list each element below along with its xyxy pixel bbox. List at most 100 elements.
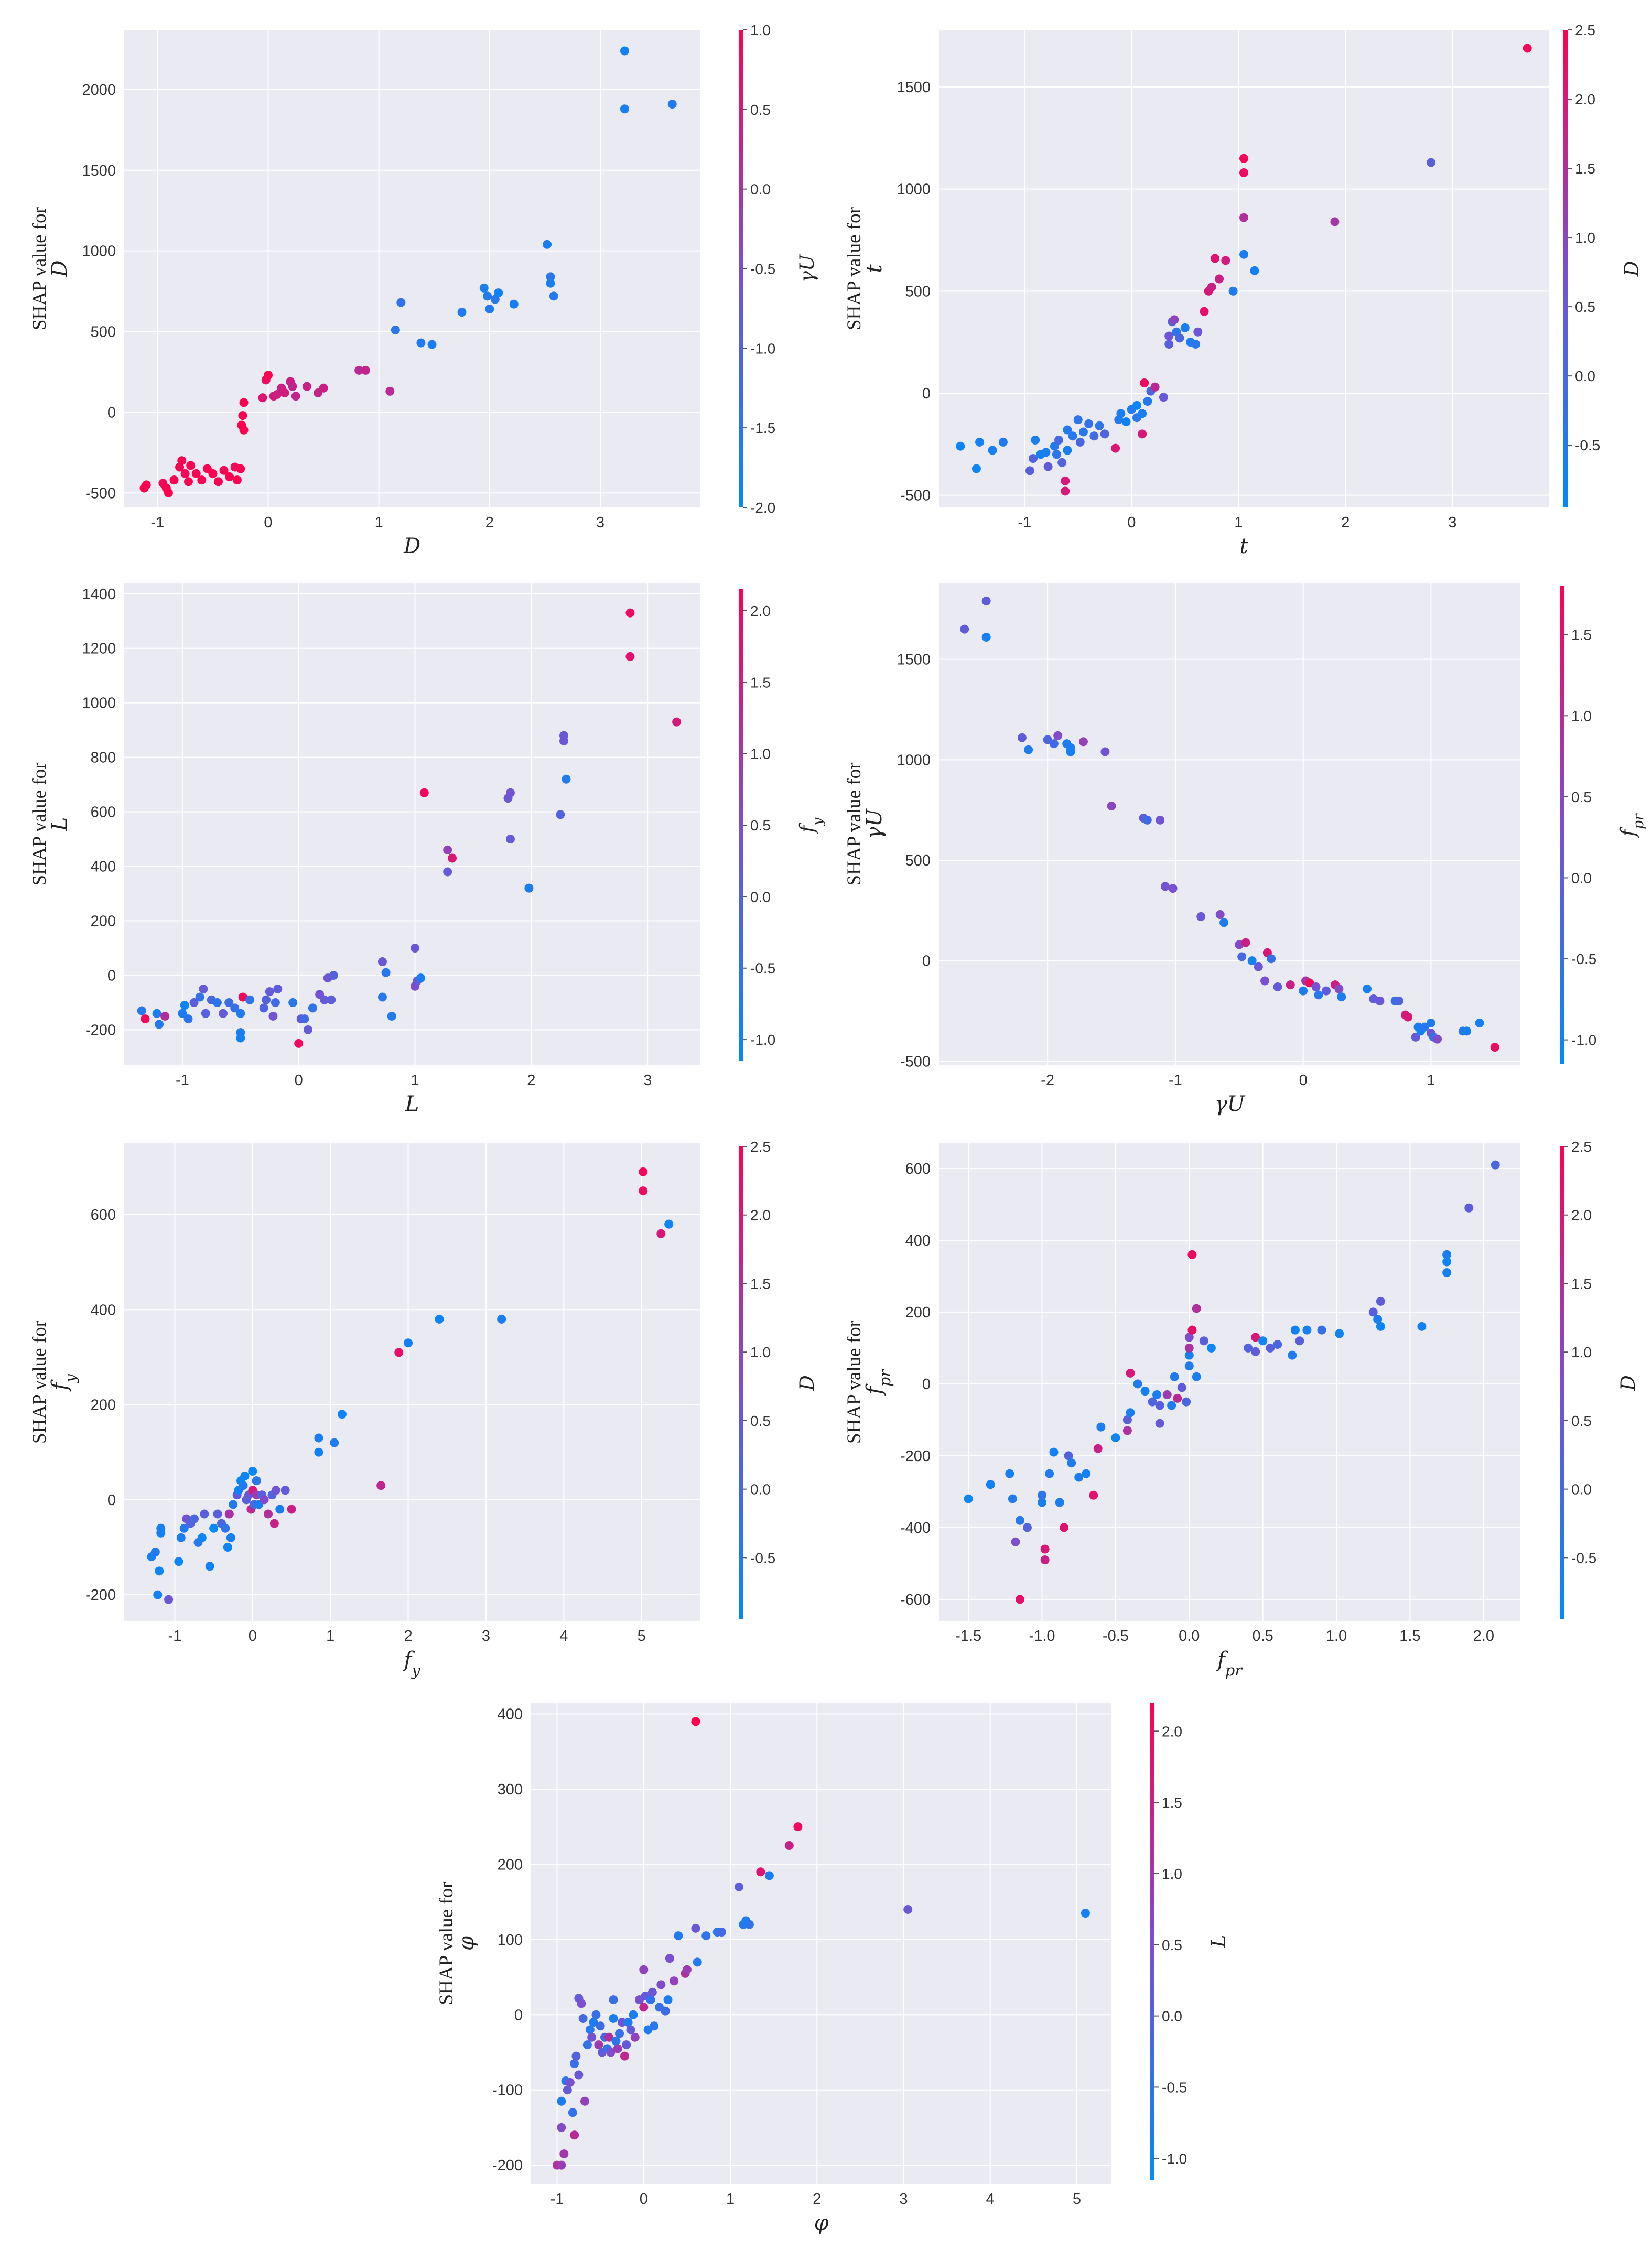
scatter-point: [1191, 340, 1201, 349]
scatter-point: [639, 1186, 648, 1196]
y-tick-label: -400: [900, 1520, 931, 1537]
scatter-point: [1084, 419, 1094, 428]
colorbar-tick-label: -1.0: [1571, 1032, 1596, 1048]
scatter-point: [1096, 1422, 1106, 1432]
scatter-point: [664, 1219, 674, 1229]
scatter-point: [273, 984, 283, 993]
scatter-point: [275, 1505, 285, 1514]
scatter-point: [672, 717, 682, 727]
scatter-point: [1193, 327, 1203, 337]
y-tick-label: 1500: [897, 652, 931, 668]
scatter-point: [1015, 1595, 1024, 1604]
scatter-point: [559, 2149, 569, 2159]
scatter-point: [1160, 882, 1170, 891]
scatter-point: [141, 1014, 150, 1024]
scatter-point: [1111, 1433, 1120, 1443]
scatter-point: [137, 1006, 146, 1015]
scatter-point: [1107, 802, 1116, 810]
scatter-point: [224, 1509, 234, 1519]
scatter-point: [1363, 984, 1372, 993]
scatter-point: [240, 1472, 250, 1481]
plot-area: [939, 1143, 1520, 1621]
scatter-point: [1043, 735, 1052, 744]
scatter-point: [1068, 431, 1077, 441]
scatter-point: [191, 469, 201, 478]
scatter-point: [1523, 44, 1532, 53]
scatter-point: [1464, 1203, 1474, 1213]
scatter-point: [288, 382, 297, 391]
scatter-point: [1022, 1523, 1032, 1532]
scatter-point: [975, 437, 985, 447]
scatter-point: [1164, 331, 1174, 341]
scatter-point: [150, 1548, 160, 1557]
colorbar-tick-label: 0.5: [750, 1413, 771, 1429]
x-axis-label: fpr: [1216, 1648, 1243, 1679]
y-tick-label: -500: [900, 1053, 931, 1070]
plot-area: [124, 30, 700, 507]
scatter-point: [225, 472, 234, 482]
colorbar-tick-label: -0.5: [750, 960, 775, 977]
colorbar-tick-label: 0.5: [1571, 1413, 1592, 1429]
scatter-point: [169, 475, 179, 485]
scatter-point: [585, 2025, 595, 2035]
scatter-point: [303, 1025, 312, 1034]
colorbar-tick-label: 1.5: [1162, 1794, 1182, 1811]
scatter-point: [1175, 333, 1184, 343]
colorbar: [739, 30, 743, 507]
scatter-point: [1126, 1408, 1135, 1418]
y-tick-label: 200: [91, 913, 116, 930]
colorbar: [1150, 1703, 1154, 2180]
scatter-point: [1121, 417, 1131, 426]
scatter-point: [1064, 1451, 1073, 1461]
scatter-point: [1427, 158, 1436, 167]
y-axis-variable: fpr: [862, 1369, 894, 1396]
scatter-point: [717, 1927, 726, 1937]
colorbar: [1560, 586, 1564, 1064]
scatter-point: [524, 883, 534, 893]
colorbar-tick-label: 0.5: [750, 817, 771, 834]
scatter-point: [201, 1009, 210, 1018]
scatter-point: [1159, 393, 1168, 402]
y-tick-label: 200: [498, 1856, 523, 1873]
y-tick-label: 1000: [897, 181, 931, 198]
colorbar-tick-label: -2.0: [750, 500, 775, 516]
scatter-point: [1053, 731, 1063, 740]
colorbar-label: D: [1621, 261, 1643, 277]
y-tick-label: -200: [492, 2157, 523, 2174]
x-tick-label: 5: [1073, 2191, 1081, 2208]
y-tick-label: -200: [900, 1448, 931, 1465]
shap-panel-3: -1 0 1 2 3-2000200400600800100012001400LSHAP…: [29, 583, 826, 1116]
x-tick-label: -1: [1018, 514, 1031, 531]
scatter-point: [264, 371, 273, 380]
colorbar-tick-label: 1.0: [1162, 1866, 1182, 1882]
colorbar-tick-label: 2.5: [1571, 1139, 1592, 1155]
y-tick-label: 200: [91, 1397, 116, 1414]
scatter-point: [639, 1167, 648, 1176]
scatter-point: [1335, 1329, 1344, 1338]
scatter-point: [1060, 1523, 1069, 1532]
scatter-point: [232, 475, 242, 485]
scatter-point: [562, 774, 571, 784]
scatter-point: [1184, 1333, 1194, 1342]
scatter-point: [1241, 938, 1250, 947]
colorbar-tick-label: 1.0: [1571, 708, 1592, 724]
scatter-point: [609, 2014, 618, 2023]
scatter-point: [391, 325, 400, 334]
scatter-point: [1057, 458, 1067, 467]
y-tick-label: 600: [905, 1161, 931, 1177]
x-tick-label: 3: [596, 514, 604, 531]
scatter-point: [252, 1476, 261, 1486]
x-tick-label: 1: [1427, 1072, 1435, 1089]
scatter-point: [427, 340, 437, 349]
scatter-point: [549, 291, 558, 301]
scatter-point: [1005, 1469, 1014, 1478]
scatter-point: [1247, 956, 1257, 966]
scatter-point: [604, 2032, 614, 2042]
scatter-point: [661, 2006, 670, 2016]
x-tick-label: 0.5: [1253, 1628, 1273, 1645]
x-tick-label: 0: [1299, 1072, 1308, 1089]
scatter-point: [197, 1533, 207, 1542]
scatter-point: [587, 2032, 597, 2042]
colorbar-tick-label: 1.5: [1575, 160, 1595, 177]
